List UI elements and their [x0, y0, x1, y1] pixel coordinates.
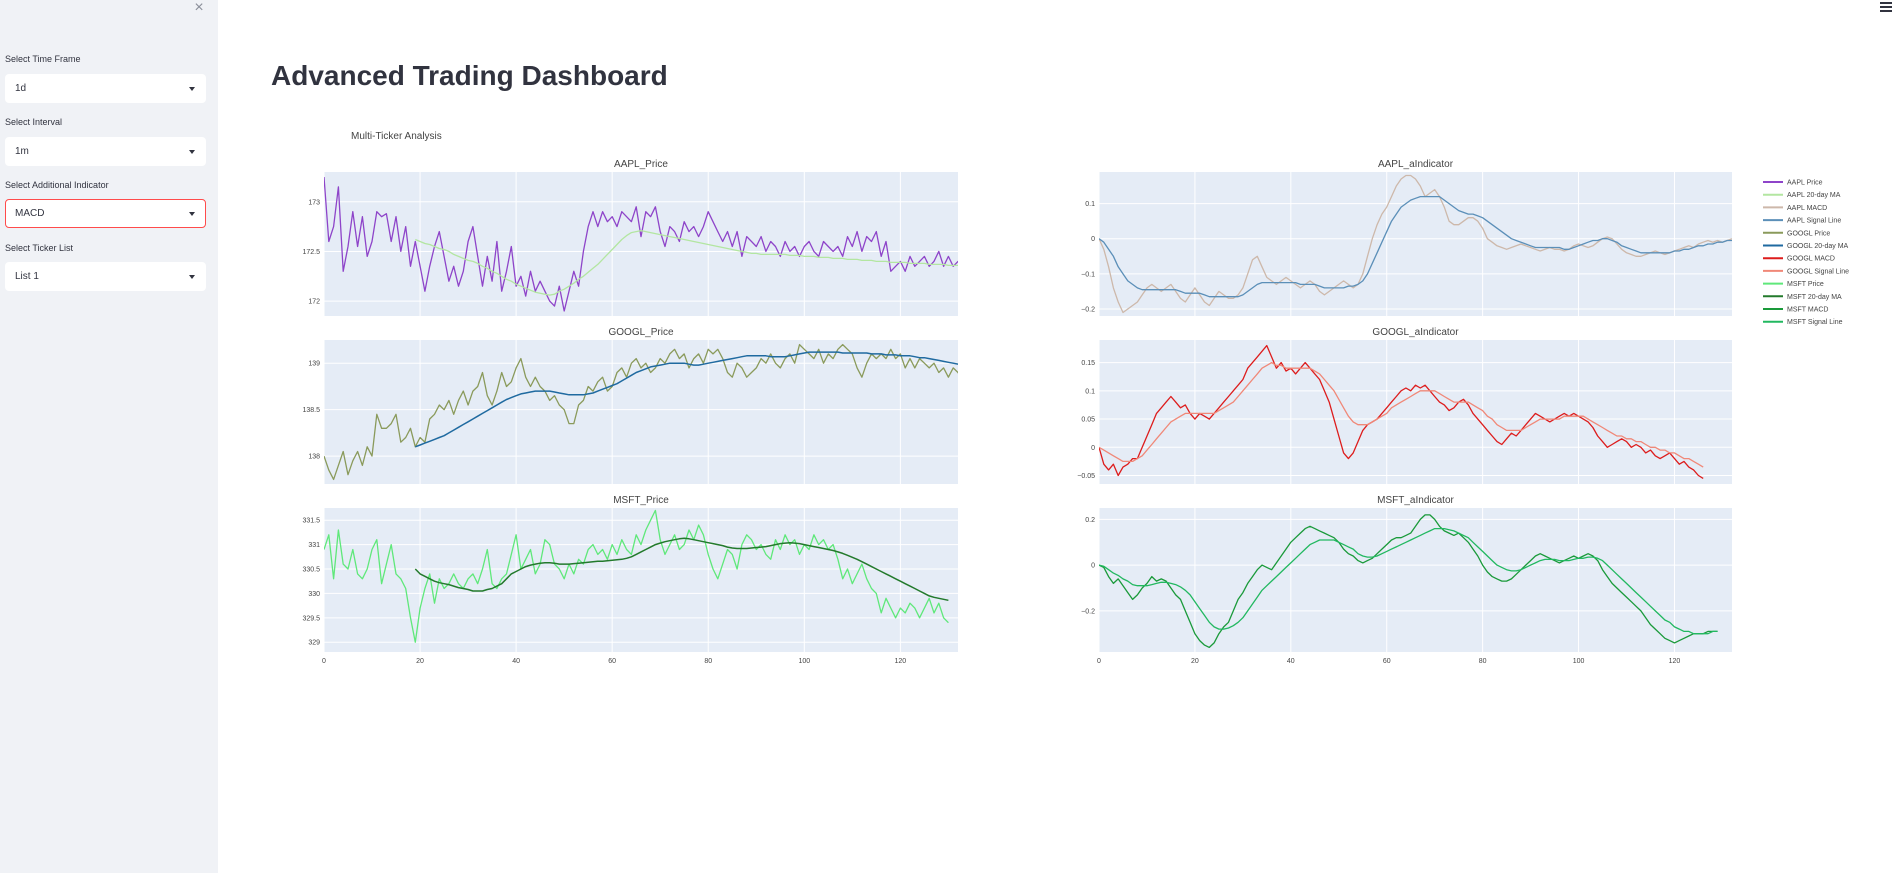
x-tick-label: 80 — [1479, 658, 1487, 665]
aapl-price-y-tick-label: 172 — [308, 299, 320, 306]
googl-price-subplot-title: GOOGL_Price — [608, 327, 673, 338]
legend-item[interactable]: GOOGL 20-day MA — [1787, 243, 1849, 250]
legend-item[interactable]: AAPL MACD — [1787, 205, 1827, 212]
indicator-select[interactable]: MACD — [5, 199, 206, 228]
x-tick-label: 100 — [1573, 658, 1585, 665]
msft-aindicator-plot-bg — [1099, 508, 1732, 652]
x-tick-label: 0 — [322, 658, 326, 665]
x-tick-label: 100 — [798, 658, 810, 665]
x-tick-label: 120 — [1669, 658, 1681, 665]
chevron-down-icon — [189, 150, 195, 154]
chart-title: Multi-Ticker Analysis — [351, 131, 442, 142]
indicator-label: Select Additional Indicator — [5, 180, 109, 190]
chevron-down-icon — [189, 212, 195, 216]
close-sidebar-icon[interactable]: × — [194, 0, 204, 16]
aapl-macd-line — [1099, 174, 1732, 314]
x-tick-label: 20 — [1191, 658, 1199, 665]
aapl-aindicator-y-tick-label: −0.1 — [1081, 271, 1095, 278]
ticker-list-value: List 1 — [15, 271, 39, 282]
legend-item[interactable]: AAPL Signal Line — [1787, 218, 1841, 225]
x-tick-label: 0 — [1097, 658, 1101, 665]
msft-price-y-tick-label: 330.5 — [302, 567, 320, 574]
aapl-price-y-tick-label: 172.5 — [302, 249, 320, 256]
legend-item[interactable]: MSFT Signal Line — [1787, 319, 1843, 326]
legend-item[interactable]: MSFT 20-day MA — [1787, 294, 1842, 301]
googl-price-y-tick-label: 138 — [308, 454, 320, 461]
aapl-aindicator-plot-bg — [1099, 172, 1732, 316]
googl-aindicator-y-tick-label: 0.05 — [1081, 417, 1095, 424]
msft-price-plot-bg — [324, 508, 958, 652]
aapl-aindicator-y-tick-label: 0 — [1091, 236, 1095, 243]
aapl-aindicator-y-tick-label: −0.2 — [1081, 306, 1095, 313]
legend-item[interactable]: MSFT Price — [1787, 281, 1824, 288]
x-tick-label: 80 — [704, 658, 712, 665]
x-tick-label: 40 — [512, 658, 520, 665]
legend-item[interactable]: MSFT MACD — [1787, 307, 1828, 314]
x-tick-label: 60 — [1383, 658, 1391, 665]
googl-price-y-tick-label: 138.5 — [302, 407, 320, 414]
time-frame-label: Select Time Frame — [5, 54, 81, 64]
msft-price-y-tick-label: 329.5 — [302, 615, 320, 622]
x-tick-label: 20 — [416, 658, 424, 665]
ticker-list-label: Select Ticker List — [5, 243, 74, 253]
googl-aindicator-subplot-title: GOOGL_aIndicator — [1372, 327, 1459, 338]
aapl-signal-line-line — [1099, 195, 1732, 298]
interval-select[interactable]: 1m — [5, 137, 206, 166]
legend-item[interactable]: GOOGL MACD — [1787, 256, 1835, 263]
main-menu-icon[interactable] — [1880, 2, 1892, 14]
indicator-value: MACD — [15, 208, 45, 219]
googl-aindicator-y-tick-label: 0.1 — [1085, 388, 1095, 395]
msft-macd-line — [1099, 514, 1718, 649]
msft-aindicator-subplot-title: MSFT_aIndicator — [1377, 495, 1454, 506]
sidebar: × Select Time Frame 1d Select Interval 1… — [0, 0, 218, 873]
msft-20-day-ma-line — [414, 537, 949, 602]
chevron-down-icon — [189, 87, 195, 91]
msft-price-subplot-title: MSFT_Price — [613, 495, 669, 506]
ticker-list-select[interactable]: List 1 — [5, 262, 206, 291]
msft-price-y-tick-label: 331.5 — [302, 518, 320, 525]
legend-item[interactable]: AAPL 20-day MA — [1787, 192, 1841, 199]
aapl-aindicator-subplot-title: AAPL_aIndicator — [1378, 159, 1454, 170]
time-frame-select[interactable]: 1d — [5, 74, 206, 103]
msft-price-y-tick-label: 330 — [308, 591, 320, 598]
aapl-price-y-tick-label: 173 — [308, 199, 320, 206]
aapl-20-day-ma-line — [415, 229, 958, 296]
x-tick-label: 60 — [608, 658, 616, 665]
interval-label: Select Interval — [5, 117, 63, 127]
googl-20-day-ma-line — [415, 351, 958, 448]
msft-aindicator-y-tick-label: 0 — [1091, 563, 1095, 570]
page-title: Advanced Trading Dashboard — [271, 60, 668, 91]
x-tick-label: 120 — [895, 658, 907, 665]
legend-item[interactable]: GOOGL Price — [1787, 230, 1830, 237]
googl-price-y-tick-label: 139 — [308, 361, 320, 368]
legend-item[interactable]: GOOGL Signal Line — [1787, 268, 1849, 275]
time-frame-value: 1d — [15, 83, 27, 94]
chevron-down-icon — [189, 275, 195, 279]
googl-signal-line-line — [1099, 361, 1704, 468]
aapl-aindicator-y-tick-label: 0.1 — [1085, 201, 1095, 208]
googl-price-plot-bg — [324, 340, 958, 484]
googl-aindicator-y-tick-label: 0.15 — [1081, 360, 1095, 367]
googl-aindicator-plot-bg — [1099, 340, 1732, 484]
interval-value: 1m — [15, 146, 29, 157]
msft-signal-line-line — [1099, 527, 1718, 635]
x-tick-label: 40 — [1287, 658, 1295, 665]
aapl-price-plot-bg — [324, 172, 958, 316]
googl-aindicator-y-tick-label: −0.05 — [1077, 473, 1095, 480]
legend-item[interactable]: AAPL Price — [1787, 180, 1823, 187]
aapl-price-line — [324, 176, 958, 312]
msft-price-y-tick-label: 329 — [308, 640, 320, 647]
googl-aindicator-y-tick-label: 0 — [1091, 445, 1095, 452]
aapl-price-subplot-title: AAPL_Price — [614, 159, 668, 170]
googl-price-line — [324, 343, 958, 481]
msft-aindicator-y-tick-label: 0.2 — [1085, 517, 1095, 524]
msft-price-y-tick-label: 331 — [308, 542, 320, 549]
msft-aindicator-y-tick-label: −0.2 — [1081, 608, 1095, 615]
